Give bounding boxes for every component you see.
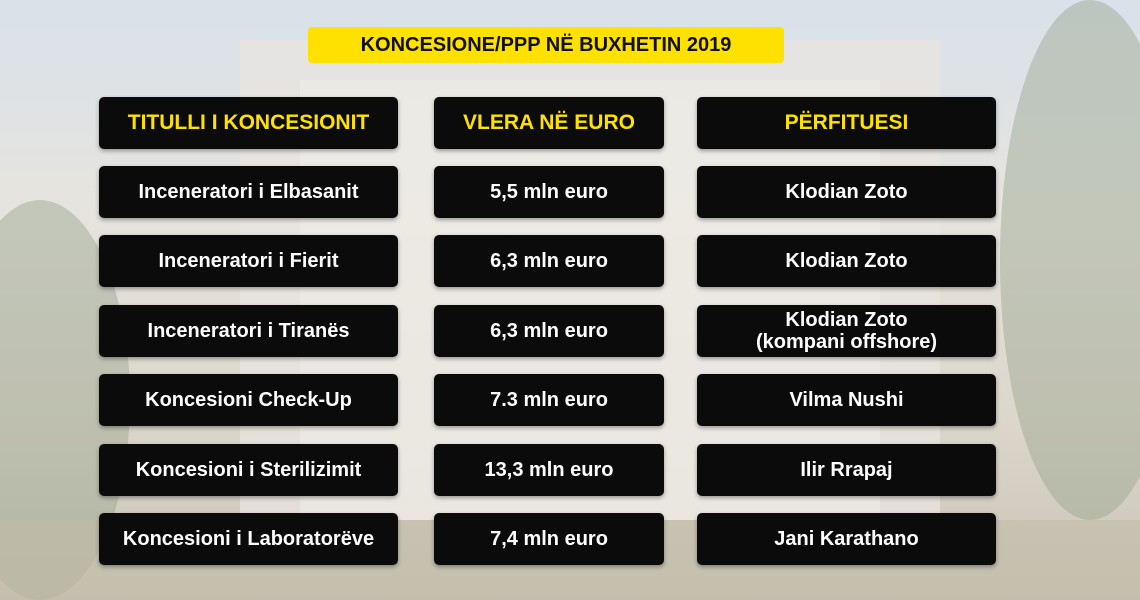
table-cell: 6,3 mln euro — [434, 304, 664, 357]
table-cell: Vilma Nushi — [697, 374, 996, 427]
table-cell: Inceneratori i Tiranës — [99, 304, 398, 357]
table-cell: Jani Karathano — [697, 513, 996, 565]
table-cell: Koncesioni i Laboratorëve — [99, 513, 398, 565]
table-cell: 5,5 mln euro — [434, 166, 664, 218]
table-cell: 7.3 mln euro — [434, 374, 664, 427]
column-header: VLERA NË EURO — [434, 97, 664, 149]
table-cell: Klodian Zoto (kompani offshore) — [697, 304, 996, 357]
table-cell: 6,3 mln euro — [434, 235, 664, 288]
table-cell: Ilir Rrapaj — [697, 443, 996, 496]
table-cell: Inceneratori i Fierit — [99, 235, 398, 288]
table-cell: 7,4 mln euro — [434, 513, 664, 565]
table-cell: Koncesioni Check-Up — [99, 374, 398, 427]
title: KONCESIONE/PPP NË BUXHETIN 2019 — [308, 27, 784, 63]
column-header: TITULLI I KONCESIONIT — [99, 97, 398, 149]
table-cell: 13,3 mln euro — [434, 443, 664, 496]
column-header: PËRFITUESI — [697, 97, 996, 149]
table-cell: Klodian Zoto — [697, 166, 996, 218]
table-cell: Inceneratori i Elbasanit — [99, 166, 398, 218]
table-cell: Klodian Zoto — [697, 235, 996, 288]
table-cell: Koncesioni i Sterilizimit — [99, 443, 398, 496]
